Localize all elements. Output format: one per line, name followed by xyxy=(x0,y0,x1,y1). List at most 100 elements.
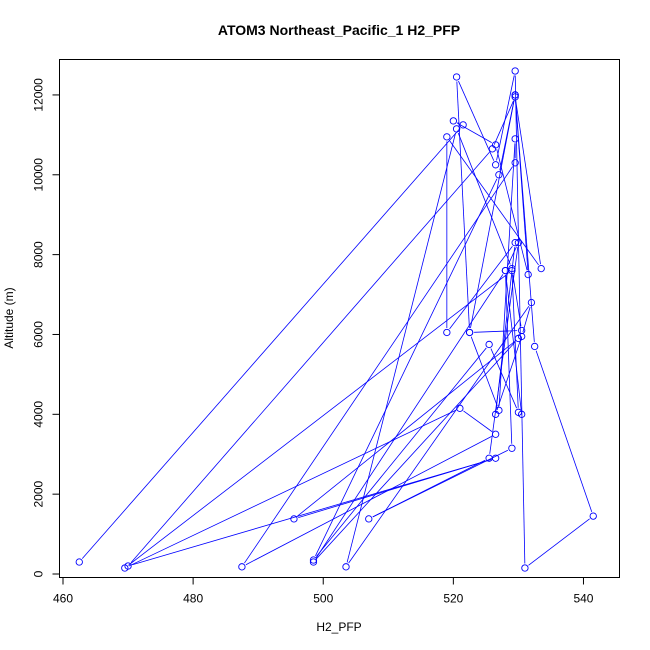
series-segment xyxy=(505,275,513,444)
data-point xyxy=(511,135,519,143)
series-segment xyxy=(132,459,492,566)
series-segment xyxy=(128,273,509,566)
data-point xyxy=(459,121,467,129)
data-point xyxy=(508,264,516,273)
data-point xyxy=(521,564,529,572)
data-point xyxy=(452,73,461,81)
data-point xyxy=(514,334,523,343)
y-tick-label: 6000 xyxy=(32,321,46,348)
data-point xyxy=(491,430,500,438)
plot-frame xyxy=(59,59,620,578)
series-segment xyxy=(496,340,521,411)
data-point xyxy=(491,410,500,418)
data-point xyxy=(443,328,451,337)
series-segment xyxy=(458,80,495,161)
x-tick-label: 480 xyxy=(183,592,203,606)
data-point xyxy=(589,512,597,520)
x-tick-label: 540 xyxy=(573,592,593,606)
data-point xyxy=(365,515,373,523)
x-tick-label: 500 xyxy=(313,592,333,606)
series-segment xyxy=(81,127,461,559)
y-tick-label: 0 xyxy=(32,570,46,577)
series-segment xyxy=(470,336,498,407)
data-point xyxy=(511,67,519,75)
series-segment xyxy=(316,347,487,557)
data-point xyxy=(124,562,132,570)
data-point xyxy=(491,161,500,169)
series-segment xyxy=(245,436,492,566)
series-segment xyxy=(528,518,590,566)
data-point xyxy=(309,558,318,566)
data-point xyxy=(491,141,500,149)
data-point xyxy=(508,444,516,452)
series-segment xyxy=(474,330,518,333)
data-point xyxy=(309,556,318,564)
data-point xyxy=(495,171,503,179)
series-segment xyxy=(348,305,530,564)
data-point xyxy=(456,404,464,412)
data-point xyxy=(537,264,545,273)
y-tick-label: 8000 xyxy=(32,241,46,268)
data-point xyxy=(342,563,350,571)
series-segment xyxy=(505,275,522,410)
series-segment xyxy=(511,275,519,408)
series-segment xyxy=(506,246,517,267)
x-axis-label: H2_PFP xyxy=(316,620,361,634)
series-segment xyxy=(515,101,541,265)
series-segment xyxy=(457,132,511,265)
data-point xyxy=(452,125,461,133)
series-segment xyxy=(128,409,456,567)
data-point xyxy=(485,340,493,349)
series-segment xyxy=(298,459,492,518)
series-segment xyxy=(449,140,539,266)
data-point xyxy=(511,91,519,99)
series-segment xyxy=(315,274,504,559)
series-segment xyxy=(244,166,513,564)
series-segment xyxy=(489,247,519,454)
series-segment xyxy=(456,81,470,328)
series-layer xyxy=(81,75,593,567)
data-point xyxy=(524,270,532,279)
data-point xyxy=(495,406,503,414)
data-point xyxy=(290,515,298,523)
series-segment xyxy=(449,245,513,330)
y-tick-label: 12000 xyxy=(32,78,46,112)
data-point xyxy=(527,298,536,307)
series-segment xyxy=(463,410,493,432)
data-point xyxy=(501,266,510,275)
data-point xyxy=(465,328,474,337)
x-tick-label: 520 xyxy=(443,592,463,606)
data-point xyxy=(511,159,519,167)
data-point xyxy=(485,454,493,462)
series-segment xyxy=(457,122,492,143)
series-segment xyxy=(512,272,522,327)
data-point xyxy=(518,410,526,418)
series-segment xyxy=(470,99,515,329)
series-segment xyxy=(346,133,456,563)
points-layer xyxy=(75,67,597,572)
series-segment xyxy=(496,149,528,271)
series-segment xyxy=(315,178,498,557)
x-axis: 460 480 500 520 540 xyxy=(53,577,594,606)
y-axis: 0 2000 4000 6000 8000 10000 12000 xyxy=(32,78,60,577)
data-point xyxy=(511,238,519,247)
y-tick-label: 2000 xyxy=(32,480,46,507)
series-segment xyxy=(316,341,516,559)
y-tick-label: 4000 xyxy=(32,401,46,428)
data-point xyxy=(511,93,519,101)
series-segment xyxy=(297,340,516,517)
data-point xyxy=(443,133,451,141)
chart-title: ATOM3 Northeast_Pacific_1 H2_PFP xyxy=(218,22,460,38)
series-segment xyxy=(496,75,515,161)
x-tick-label: 460 xyxy=(53,592,73,606)
data-point xyxy=(75,558,83,566)
series-segment xyxy=(535,350,593,512)
data-point xyxy=(514,238,523,247)
series-segment xyxy=(372,449,509,518)
series-segment xyxy=(490,348,517,409)
series-segment xyxy=(493,100,514,145)
series-segment xyxy=(130,151,490,563)
y-tick-label: 10000 xyxy=(32,158,46,192)
y-axis-label: Altitude (m) xyxy=(2,287,16,348)
